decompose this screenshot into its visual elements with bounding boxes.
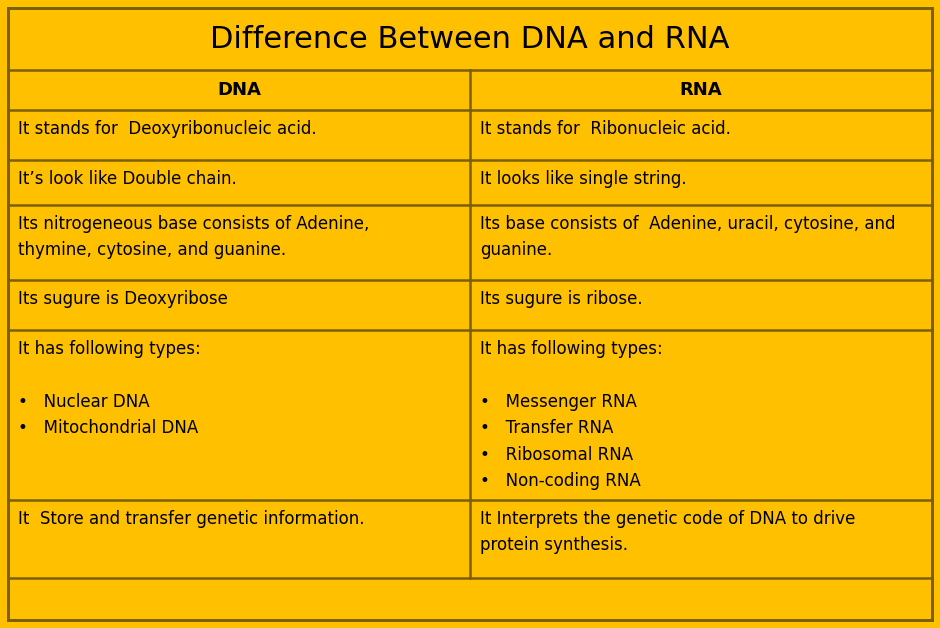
Text: Its nitrogeneous base consists of Adenine,
thymine, cytosine, and guanine.: Its nitrogeneous base consists of Adenin…: [18, 215, 369, 259]
Text: RNA: RNA: [680, 81, 722, 99]
Text: It has following types:

•   Messenger RNA
•   Transfer RNA
•   Ribosomal RNA
• : It has following types: • Messenger RNA …: [480, 340, 663, 490]
Text: DNA: DNA: [217, 81, 261, 99]
Text: Difference Between DNA and RNA: Difference Between DNA and RNA: [211, 24, 729, 53]
Text: Its sugure is ribose.: Its sugure is ribose.: [480, 290, 643, 308]
Text: Its sugure is Deoxyribose: Its sugure is Deoxyribose: [18, 290, 227, 308]
Text: It’s look like Double chain.: It’s look like Double chain.: [18, 170, 237, 188]
Text: It stands for  Ribonucleic acid.: It stands for Ribonucleic acid.: [480, 120, 731, 138]
Text: It Interprets the genetic code of DNA to drive
protein synthesis.: It Interprets the genetic code of DNA to…: [480, 510, 855, 555]
Text: It looks like single string.: It looks like single string.: [480, 170, 686, 188]
Text: It  Store and transfer genetic information.: It Store and transfer genetic informatio…: [18, 510, 365, 528]
Text: Its base consists of  Adenine, uracil, cytosine, and
guanine.: Its base consists of Adenine, uracil, cy…: [480, 215, 896, 259]
Text: It has following types:

•   Nuclear DNA
•   Mitochondrial DNA: It has following types: • Nuclear DNA • …: [18, 340, 201, 437]
Text: It stands for  Deoxyribonucleic acid.: It stands for Deoxyribonucleic acid.: [18, 120, 317, 138]
